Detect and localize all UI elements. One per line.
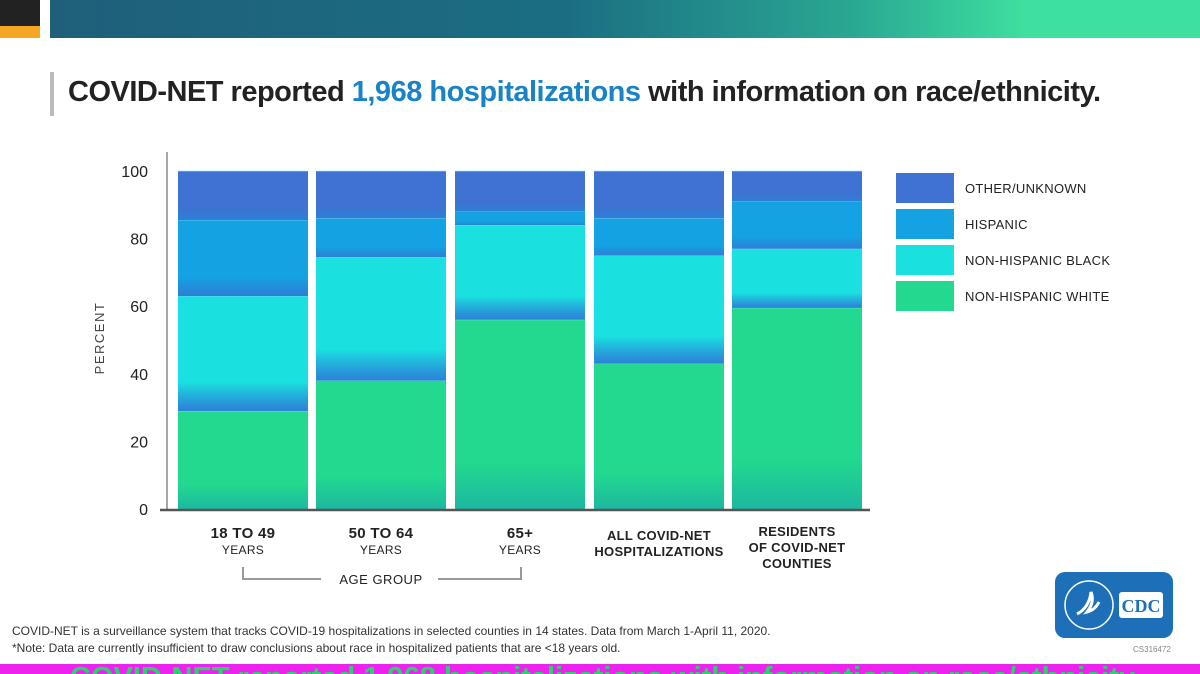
bar-segment-non-hispanic-black (178, 296, 308, 411)
title-prefix: COVID-NET reported (68, 76, 345, 108)
bar-segment-hispanic (732, 201, 862, 249)
legend-label: NON-HISPANIC BLACK (965, 252, 1111, 268)
x-tick-label: 65+ YEARS (498, 525, 542, 558)
title-suffix: with information on race/ethnicity. (648, 76, 1101, 108)
legend-swatch (896, 245, 954, 275)
footer-note: COVID-NET is a surveillance system that … (12, 624, 771, 638)
bar-segment-other-unknown (178, 171, 308, 221)
bar-segment-non-hispanic-black (594, 255, 724, 364)
footer-footnote: *Note: Data are currently insufficient t… (12, 641, 621, 655)
y-tick-label: 100 (121, 164, 148, 181)
legend-label: OTHER/UNKNOWN (965, 180, 1087, 196)
bar-segment-hispanic (316, 218, 446, 258)
cdc-logo: CDC (1055, 572, 1173, 638)
bar-segment-hispanic (178, 220, 308, 297)
y-tick-label: 20 (130, 434, 148, 451)
age-group-label: AGE GROUP (339, 572, 422, 587)
title-accent (50, 72, 54, 116)
legend-swatch (896, 209, 954, 239)
bar-segment-non-hispanic-white (455, 319, 585, 509)
bar-segment-other-unknown (455, 171, 585, 212)
title-highlight: 1,968 hospitalizations (351, 76, 641, 108)
hhs-seal-icon (1064, 580, 1114, 630)
bar-segment-non-hispanic-white (316, 380, 446, 509)
bar-segment-non-hispanic-white (178, 410, 308, 509)
legend-item: NON-HISPANIC WHITE (896, 278, 1110, 314)
legend-item: NON-HISPANIC BLACK (896, 242, 1110, 278)
corner-accent (0, 26, 40, 38)
cdc-text: CDC (1122, 596, 1161, 616)
bar-segment-non-hispanic-black (316, 257, 446, 381)
bar-segment-other-unknown (316, 171, 446, 219)
bar-segment-non-hispanic-white (594, 363, 724, 509)
legend-item: OTHER/UNKNOWN (896, 170, 1110, 206)
bar-segment-non-hispanic-white (732, 307, 862, 509)
corner-block (0, 0, 40, 26)
age-group-bracket (242, 567, 522, 580)
bar-segment-non-hispanic-black (455, 225, 585, 320)
bar-segment-hispanic (455, 211, 585, 226)
legend-label: HISPANIC (965, 216, 1028, 232)
x-tick-label: ALL COVID-NET HOSPITALIZATIONS (594, 528, 724, 559)
bar-segment-hispanic (594, 218, 724, 256)
y-tick-label: 80 (130, 232, 148, 249)
bar-segment-other-unknown (732, 171, 862, 202)
header-bar (50, 0, 1200, 38)
y-tick-label: 60 (130, 299, 148, 316)
legend: OTHER/UNKNOWN HISPANIC NON-HISPANIC BLACK N… (896, 170, 1110, 314)
x-tick-label: 50 TO 64 YEARS (348, 525, 414, 558)
legend-item: HISPANIC (896, 206, 1110, 242)
bar-segment-non-hispanic-black (732, 248, 862, 308)
page-title: COVID-NET reported 1,968 hospitalization… (68, 76, 1101, 109)
y-axis-label: PERCENT (92, 302, 107, 375)
bar-segment-other-unknown (594, 171, 724, 219)
legend-label: NON-HISPANIC WHITE (965, 288, 1110, 304)
legend-swatch (896, 173, 954, 203)
legend-swatch (896, 281, 954, 311)
x-tick-label: 18 TO 49 YEARS (210, 525, 276, 558)
x-tick-label: RESIDENTS OF COVID-NET COUNTIES (748, 524, 846, 571)
y-tick-label: 40 (130, 367, 148, 384)
document-code: CS316472 (1133, 645, 1171, 654)
y-tick-label: 0 (139, 502, 148, 519)
overlay-strip: COVID-NET reported 1,968 hospitalization… (0, 664, 1200, 674)
